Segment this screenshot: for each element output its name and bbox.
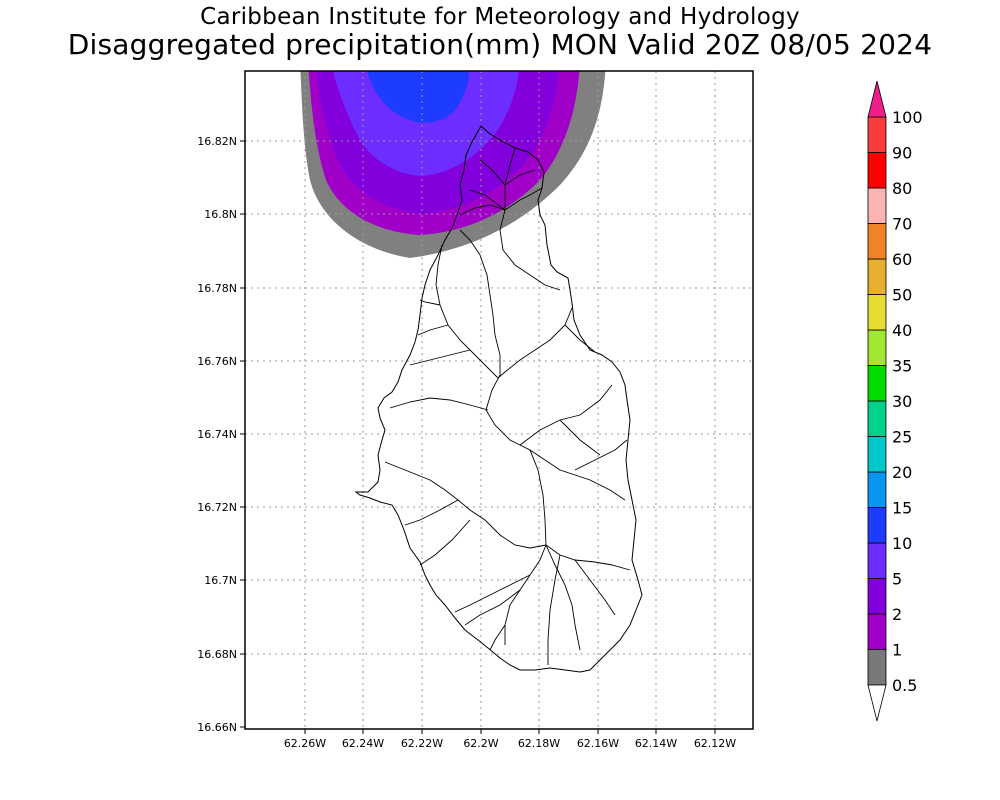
lon-tick-label: 62.24W	[342, 737, 384, 750]
island-coastline	[354, 125, 643, 673]
map-frame	[244, 70, 754, 730]
colorbar-segment	[867, 294, 887, 331]
colorbar-label: 90	[892, 144, 912, 163]
colorbar-label: 50	[892, 286, 912, 305]
colorbar-segment	[867, 400, 887, 437]
lon-tick-label: 62.26W	[284, 737, 326, 750]
colorbar-top-arrow	[867, 80, 887, 118]
colorbar-label: 15	[892, 499, 912, 518]
longitude-axis: 62.26W 62.24W 62.22W 62.2W 62.18W 62.16W 62.14…	[284, 729, 736, 750]
colorbar-bottom-arrow	[867, 684, 887, 722]
colorbar-segment	[867, 507, 887, 544]
colorbar-segment	[867, 365, 887, 402]
island-rivers	[384, 147, 631, 665]
chart-subtitle: Disaggregated precipitation(mm) MON Vali…	[67, 28, 933, 61]
lat-tick-label: 16.76N	[197, 355, 237, 368]
lat-tick-label: 16.8N	[204, 208, 237, 221]
dominica-island-outline	[354, 125, 643, 673]
colorbar-label: 40	[892, 321, 912, 340]
colorbar-label: 2	[892, 605, 902, 624]
colorbar-segment	[867, 436, 887, 473]
colorbar-label: 1	[892, 641, 902, 660]
colorbar-segment	[867, 578, 887, 615]
colorbar-segment	[867, 187, 887, 224]
colorbar-segment	[867, 613, 887, 650]
colorbar-label: 100	[892, 108, 923, 127]
lat-tick-label: 16.72N	[197, 501, 237, 514]
chart-title: Caribbean Institute for Meteorology and …	[200, 4, 800, 30]
colorbar-segment	[867, 471, 887, 508]
latitude-axis: 16.82N 16.8N 16.78N 16.76N 16.74N 16.72N 16.7N…	[197, 135, 245, 734]
lon-tick-label: 62.2W	[463, 737, 498, 750]
precip-band-10	[367, 71, 470, 123]
colorbar-label: 5	[892, 570, 902, 589]
lat-tick-label: 16.7N	[204, 574, 237, 587]
colorbar-segment	[867, 329, 887, 366]
colorbar-label: 70	[892, 215, 912, 234]
colorbar-label: 10	[892, 534, 912, 553]
lon-tick-label: 62.16W	[577, 737, 619, 750]
colorbar-segment	[867, 152, 887, 189]
lon-tick-label: 62.14W	[635, 737, 677, 750]
precip-band-5	[332, 71, 519, 176]
colorbar-label: 25	[892, 428, 912, 447]
lat-tick-label: 16.78N	[197, 282, 237, 295]
colorbar-segment	[867, 258, 887, 295]
lon-tick-label: 62.12W	[694, 737, 736, 750]
colorbar-label: 60	[892, 250, 912, 269]
lat-tick-label: 16.82N	[197, 135, 237, 148]
map-grid	[245, 71, 753, 729]
colorbar-segment	[867, 116, 887, 153]
lat-tick-label: 16.66N	[197, 721, 237, 734]
colorbar-label: 80	[892, 179, 912, 198]
colorbar-segment	[867, 223, 887, 260]
lon-tick-label: 62.18W	[518, 737, 560, 750]
colorbar-label: 0.5	[892, 676, 917, 695]
colorbar-label: 30	[892, 392, 912, 411]
precipitation-field	[300, 71, 606, 258]
colorbar-segment	[867, 542, 887, 579]
lat-tick-label: 16.74N	[197, 428, 237, 441]
colorbar-label: 35	[892, 357, 912, 376]
lat-tick-label: 16.68N	[197, 648, 237, 661]
colorbar-label: 20	[892, 463, 912, 482]
colorbar-segment	[867, 649, 887, 686]
lon-tick-label: 62.22W	[401, 737, 443, 750]
